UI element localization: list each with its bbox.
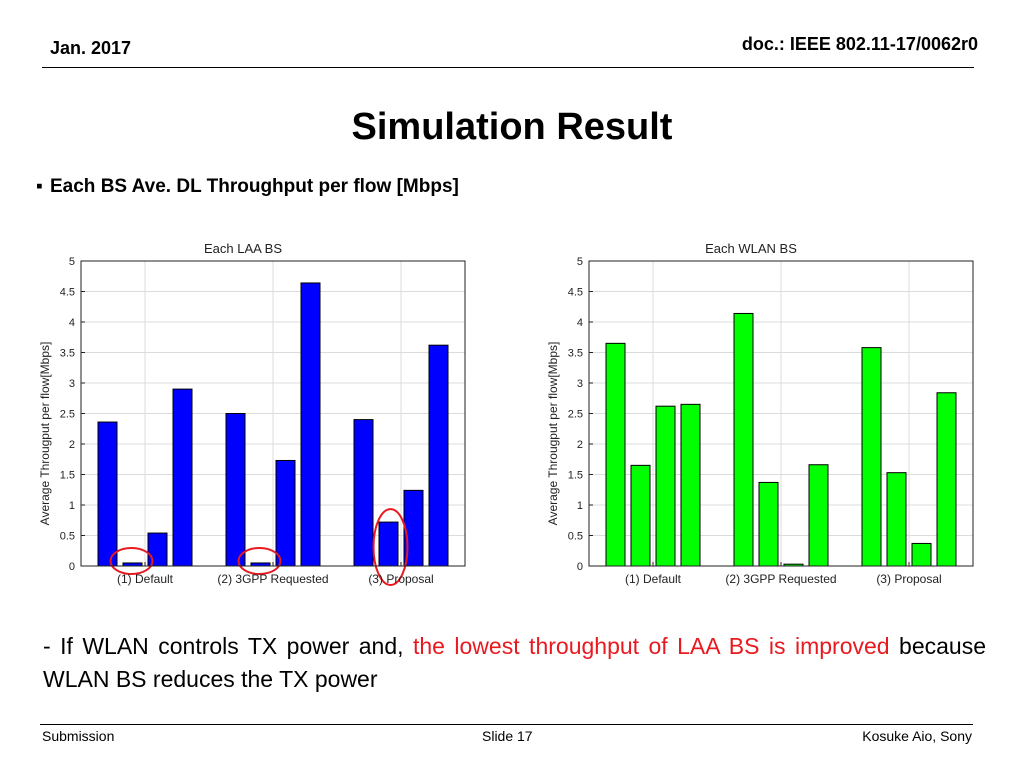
bar-0-2 — [147, 532, 168, 567]
y-tick-label: 1.5 — [60, 470, 75, 482]
laa-throughput-chart: 0 0.5 1 1.5 2 2.5 3 3.5 4 4.5 5 (1) Default (2) 3GPP… — [36, 236, 481, 586]
y-tick-label: 1 — [577, 500, 583, 512]
y-tick-label: 0 — [577, 561, 583, 573]
y-tick-label: 0.5 — [60, 531, 75, 543]
x-tick-label: (1) Default — [117, 572, 174, 586]
x-tick-label: (1) Default — [625, 572, 682, 586]
bar-1-1 — [758, 481, 779, 567]
note-text-start: - If WLAN controls TX power and, — [43, 633, 413, 659]
footer-author: Kosuke Aio, Sony — [862, 728, 972, 744]
y-axis-label: Average Througput per flow[Mbps] — [38, 342, 52, 526]
y-tick-label: 1.5 — [568, 470, 583, 482]
bar-0-0 — [605, 342, 626, 567]
bar-2-0 — [861, 347, 882, 567]
highlight-circle — [372, 508, 409, 586]
bar-0-3 — [680, 403, 701, 567]
bar-1-0 — [733, 312, 754, 567]
x-tick-label: (2) 3GPP Requested — [725, 572, 836, 586]
chart-svg: 0 0.5 1 1.5 2 2.5 3 3.5 4 4.5 5 (1) Default (2) 3GPP… — [38, 241, 466, 586]
bar-0-3 — [172, 388, 193, 567]
conclusion-note: - If WLAN controls TX power and, the low… — [43, 630, 986, 696]
bar-1-3 — [808, 464, 829, 567]
chart-title: Each WLAN BS — [705, 241, 797, 256]
slide-title: Simulation Result — [351, 106, 673, 148]
y-tick-label: 0 — [69, 561, 75, 573]
y-tick-label: 4 — [577, 317, 583, 329]
bar-1-2 — [275, 459, 296, 567]
bar-0-2 — [655, 405, 676, 567]
highlight-circle — [237, 547, 282, 575]
x-tick-label: (2) 3GPP Requested — [217, 572, 328, 586]
y-tick-label: 4.5 — [60, 287, 75, 299]
x-tick-label: (3) Proposal — [876, 572, 941, 586]
footer-submission: Submission — [42, 728, 115, 744]
footer-divider — [40, 724, 973, 725]
bar-2-1 — [886, 472, 907, 567]
note-highlight: the lowest throughput of LAA BS is impro… — [412, 633, 890, 659]
chart-title: Each LAA BS — [204, 241, 282, 256]
header-date: Jan. 2017 — [50, 38, 132, 58]
y-tick-label: 5 — [69, 256, 75, 268]
y-tick-label: 3.5 — [568, 348, 583, 360]
footer-slide-number: Slide 17 — [482, 728, 533, 744]
bullet-item: ▪ Each BS Ave. DL Throughput per flow [Mb… — [36, 176, 459, 198]
bullet-text: Each BS Ave. DL Throughput per flow [Mbp… — [50, 176, 459, 197]
bar-2-2 — [911, 542, 932, 567]
bar-0-1 — [630, 464, 651, 567]
y-tick-label: 2.5 — [60, 409, 75, 421]
y-tick-label: 3 — [577, 378, 583, 390]
bar-1-3 — [300, 282, 321, 567]
y-tick-label: 0.5 — [568, 531, 583, 543]
bar-2-0 — [353, 419, 374, 567]
bullet-marker: ▪ — [36, 176, 43, 197]
y-axis-label: Average Througput per flow[Mbps] — [546, 342, 560, 526]
bar-0-0 — [97, 421, 118, 567]
header-divider — [42, 67, 974, 68]
y-tick-label: 1 — [69, 500, 75, 512]
y-tick-label: 2 — [69, 439, 75, 451]
bar-2-3 — [936, 392, 957, 567]
y-tick-label: 4.5 — [568, 287, 583, 299]
y-tick-label: 4 — [69, 317, 75, 329]
note-text-end: because WLAN BS reduces the TX power — [43, 633, 986, 692]
x-tick-label: (3) Proposal — [368, 572, 433, 586]
chart-svg: 0 0.5 1 1.5 2 2.5 3 3.5 4 4.5 5 (1) Default (2) 3GPP… — [546, 241, 974, 586]
wlan-throughput-chart: 0 0.5 1 1.5 2 2.5 3 3.5 4 4.5 5 (1) Default (2) 3GPP… — [544, 236, 989, 586]
y-tick-label: 3 — [69, 378, 75, 390]
y-tick-label: 3.5 — [60, 348, 75, 360]
bar-2-3 — [428, 344, 449, 567]
highlight-circle — [109, 547, 154, 575]
header-doc-id: doc.: IEEE 802.11-17/0062r0 — [741, 34, 978, 54]
y-tick-label: 5 — [577, 256, 583, 268]
bar-1-0 — [225, 413, 246, 567]
y-tick-label: 2 — [577, 439, 583, 451]
bar-2-1 — [378, 521, 399, 567]
y-tick-label: 2.5 — [568, 409, 583, 421]
